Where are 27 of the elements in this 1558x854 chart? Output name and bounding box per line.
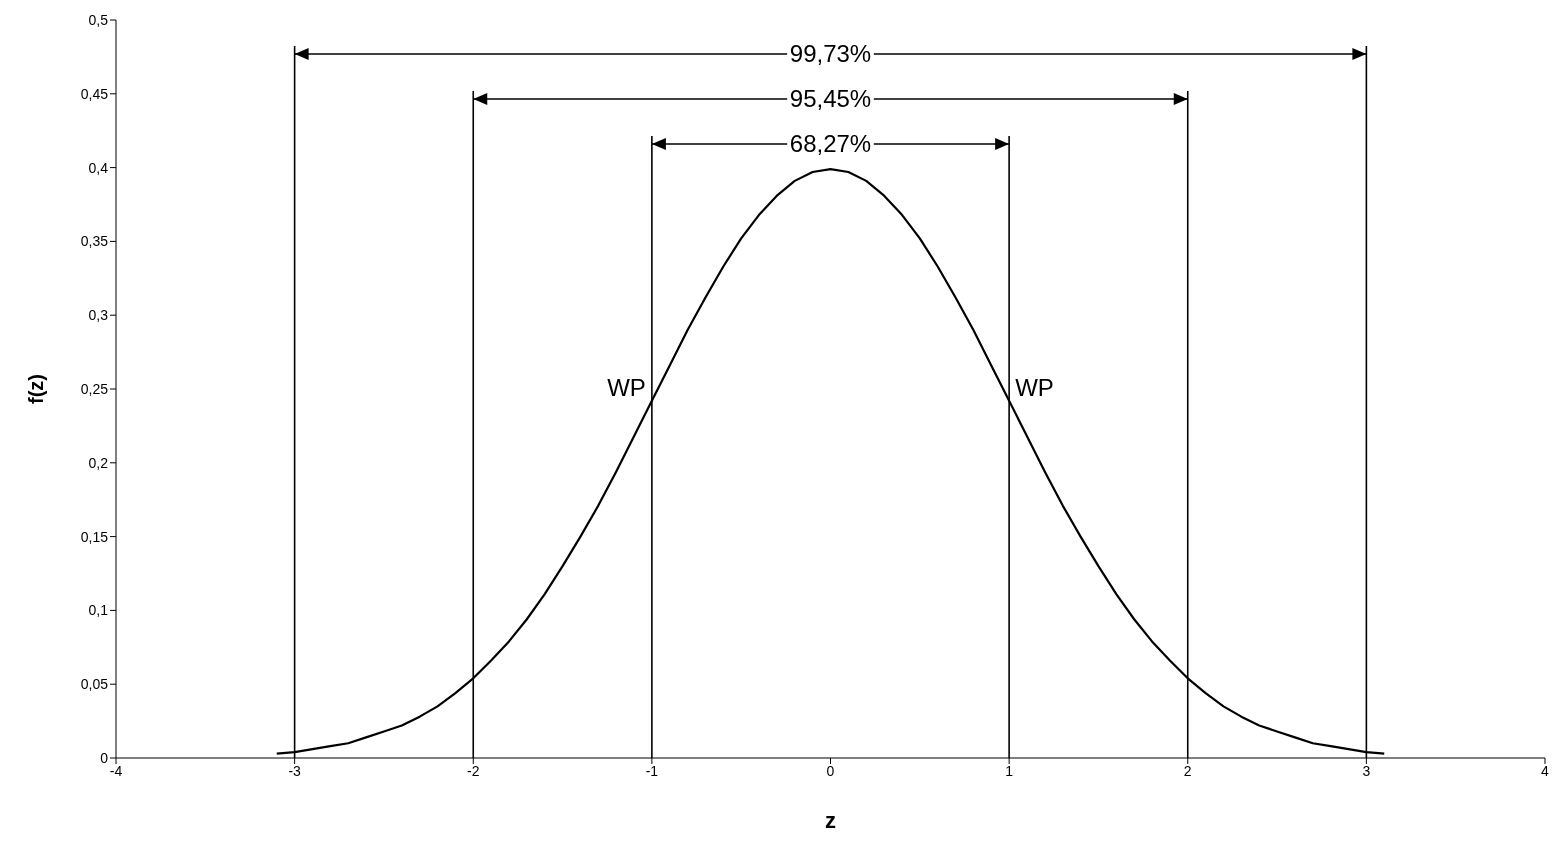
y-tick-label: 0,35 (80, 233, 109, 250)
y-tick-label: 0,1 (88, 602, 109, 619)
x-tick-label: 1 (1005, 762, 1014, 779)
x-tick-label: -3 (288, 762, 302, 779)
x-tick-label: 2 (1183, 762, 1192, 779)
annotation: 95,45% (789, 85, 872, 113)
x-axis-title: z (825, 808, 836, 833)
x-tick-label: 3 (1362, 762, 1371, 779)
annotation: WP (607, 374, 646, 402)
x-tick-label: -2 (467, 762, 480, 779)
y-tick-label: 0,3 (88, 307, 109, 324)
y-tick-label: 0,2 (88, 454, 109, 471)
x-tick-label: -4 (109, 762, 123, 779)
y-tick-label: 0 (100, 749, 109, 766)
x-tick-label: 4 (1541, 762, 1550, 779)
y-tick-label: 0,25 (80, 380, 109, 397)
x-tick-label: -1 (645, 762, 659, 779)
annotation: WP (1015, 374, 1054, 402)
annotation: 99,73% (789, 40, 872, 68)
y-tick-label: 0,5 (88, 11, 109, 28)
y-tick-label: 0,15 (80, 528, 109, 545)
y-tick-label: 0,4 (88, 159, 109, 176)
y-axis-title: f(z) (25, 374, 48, 404)
y-tick-label: 0,45 (80, 85, 109, 102)
x-tick-label: 0 (826, 762, 835, 779)
annotation: 68,27% (789, 130, 872, 158)
y-tick-label: 0,05 (80, 676, 109, 693)
